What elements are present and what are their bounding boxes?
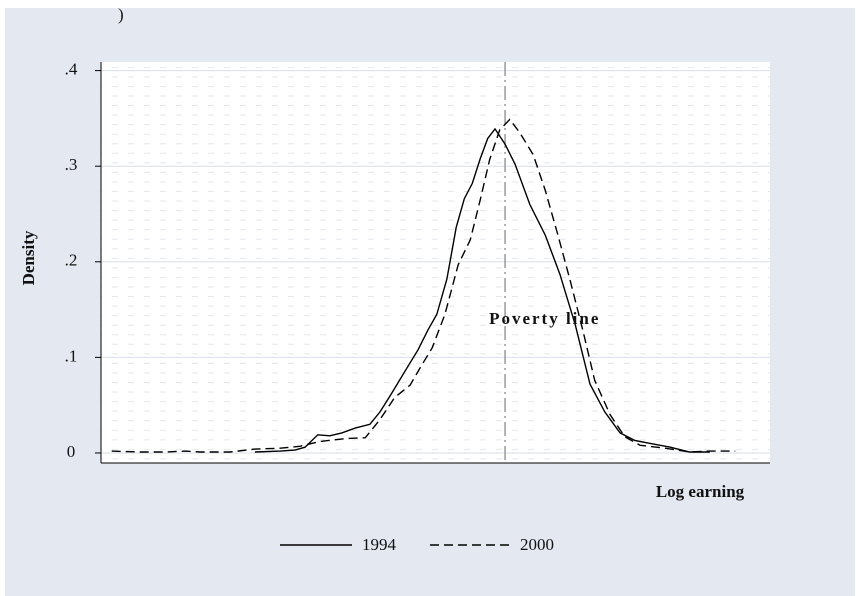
y-tick-label: .2 [65, 251, 78, 270]
y-axis-label: Density [19, 230, 38, 285]
x-axis-label: Log earning [656, 482, 745, 501]
subtitle: ) [118, 5, 124, 24]
y-tick-label: .4 [65, 60, 78, 79]
minor-grid [101, 62, 770, 463]
y-tick-label: .3 [65, 155, 78, 174]
series-line [111, 118, 736, 453]
legend-label: 2000 [520, 535, 554, 554]
y-tick-label: .1 [65, 346, 78, 365]
annotation: Poverty line [489, 309, 600, 328]
y-tick-label: 0 [67, 442, 76, 461]
legend-label: 1994 [362, 535, 397, 554]
series-line [254, 127, 710, 453]
